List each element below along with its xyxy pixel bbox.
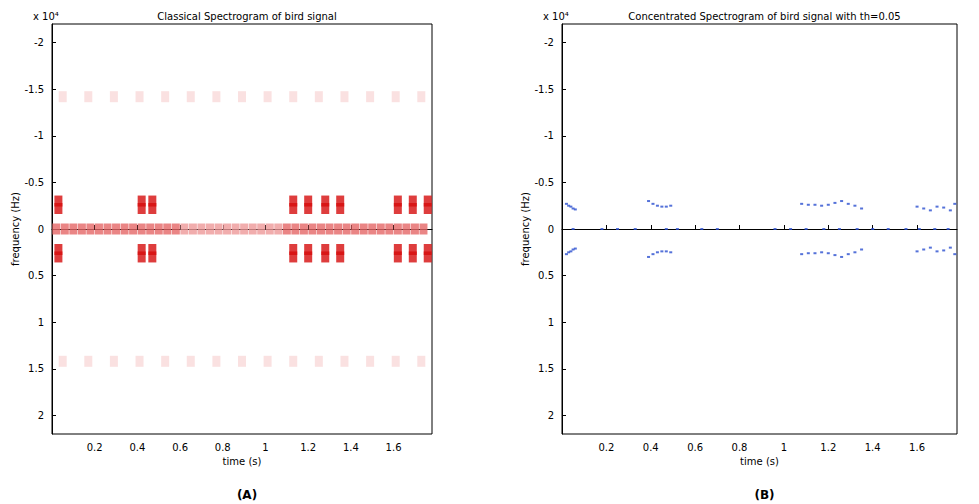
svg-text:0.5: 0.5 bbox=[28, 270, 44, 281]
svg-text:1: 1 bbox=[781, 442, 787, 453]
svg-text:1: 1 bbox=[262, 442, 268, 453]
svg-text:x 10⁴: x 10⁴ bbox=[543, 11, 569, 22]
svg-text:0.2: 0.2 bbox=[87, 442, 103, 453]
svg-text:0.4: 0.4 bbox=[129, 442, 145, 453]
svg-text:0.2: 0.2 bbox=[598, 442, 614, 453]
svg-text:Concentrated Spectrogram of bi: Concentrated Spectrogram of bird signal … bbox=[628, 11, 900, 22]
svg-text:-0.5: -0.5 bbox=[534, 177, 554, 188]
svg-text:time (s): time (s) bbox=[223, 456, 262, 467]
svg-text:1.5: 1.5 bbox=[538, 363, 554, 374]
svg-text:-1.5: -1.5 bbox=[534, 84, 554, 95]
svg-text:0.6: 0.6 bbox=[687, 442, 703, 453]
svg-text:-0.5: -0.5 bbox=[24, 177, 44, 188]
svg-text:1.2: 1.2 bbox=[820, 442, 836, 453]
svg-text:-2: -2 bbox=[34, 37, 44, 48]
svg-text:1.4: 1.4 bbox=[343, 442, 359, 453]
svg-text:0: 0 bbox=[548, 224, 554, 235]
svg-text:frequency (Hz): frequency (Hz) bbox=[520, 192, 531, 266]
svg-text:-1.5: -1.5 bbox=[24, 84, 44, 95]
svg-text:0.8: 0.8 bbox=[732, 442, 748, 453]
svg-text:1.5: 1.5 bbox=[28, 363, 44, 374]
svg-text:(A): (A) bbox=[237, 488, 257, 502]
svg-text:1.6: 1.6 bbox=[909, 442, 925, 453]
svg-text:0.6: 0.6 bbox=[172, 442, 188, 453]
svg-text:Classical Spectrogram of bird: Classical Spectrogram of bird signal bbox=[157, 11, 336, 22]
svg-text:0.8: 0.8 bbox=[215, 442, 231, 453]
svg-text:0.4: 0.4 bbox=[643, 442, 659, 453]
svg-text:1.6: 1.6 bbox=[386, 442, 402, 453]
svg-text:1: 1 bbox=[38, 317, 44, 328]
svg-text:1: 1 bbox=[548, 317, 554, 328]
svg-text:2: 2 bbox=[548, 410, 554, 421]
svg-text:1.4: 1.4 bbox=[865, 442, 881, 453]
svg-text:-1: -1 bbox=[544, 130, 554, 141]
svg-text:-1: -1 bbox=[34, 130, 44, 141]
svg-text:time (s): time (s) bbox=[740, 456, 779, 467]
svg-text:(B): (B) bbox=[754, 488, 774, 502]
svg-text:x 10⁴: x 10⁴ bbox=[33, 11, 59, 22]
svg-text:2: 2 bbox=[38, 410, 44, 421]
svg-text:-2: -2 bbox=[544, 37, 554, 48]
svg-text:0.5: 0.5 bbox=[538, 270, 554, 281]
svg-text:0: 0 bbox=[38, 224, 44, 235]
svg-text:1.2: 1.2 bbox=[300, 442, 316, 453]
svg-text:frequency (Hz): frequency (Hz) bbox=[10, 192, 21, 266]
